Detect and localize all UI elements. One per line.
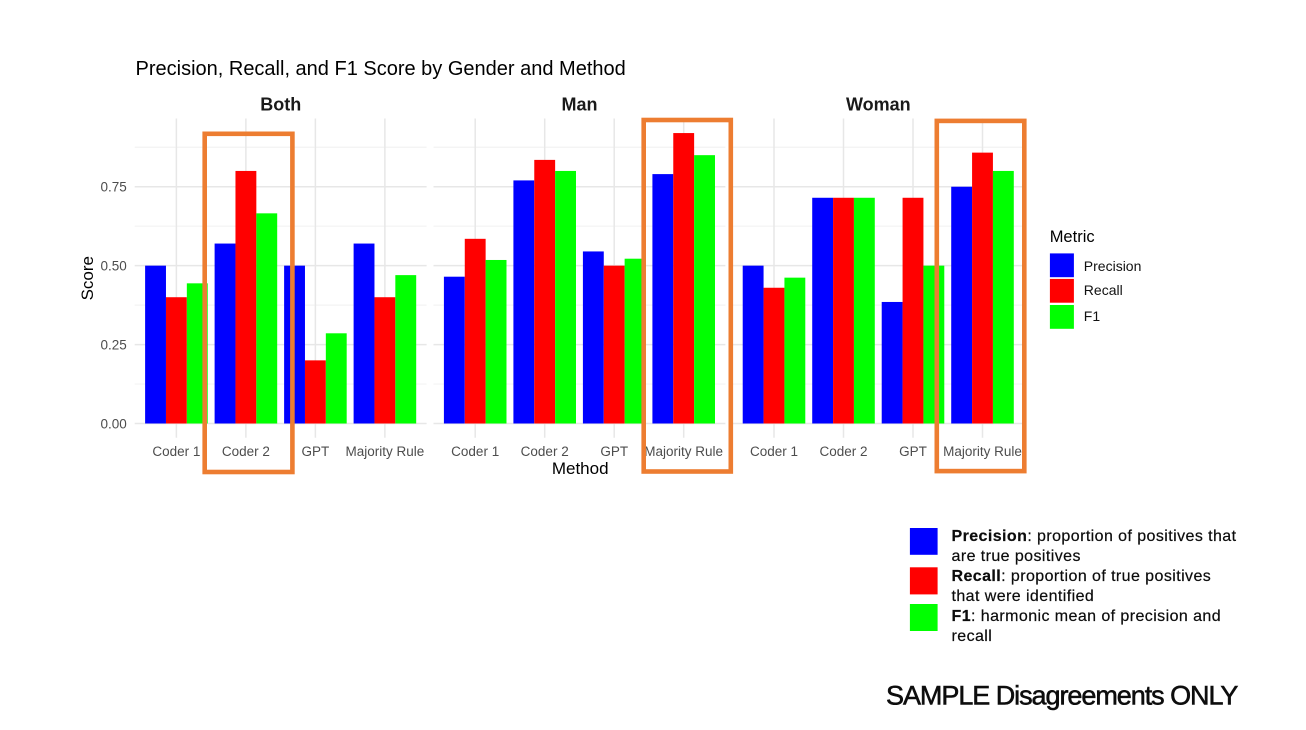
svg-text:Coder 2: Coder 2 [521, 444, 569, 459]
svg-text:0.75: 0.75 [101, 180, 127, 195]
svg-text:F1: harmonic mean of precision: F1: harmonic mean of precision and [952, 608, 1222, 625]
svg-text:F1: F1 [1084, 308, 1101, 324]
svg-text:Man: Man [562, 95, 598, 115]
svg-text:GPT: GPT [302, 444, 330, 459]
svg-text:Precision, Recall, and F1 Scor: Precision, Recall, and F1 Score by Gende… [136, 58, 626, 80]
svg-text:Recall: Recall [1084, 282, 1123, 298]
svg-text:Coder 1: Coder 1 [451, 444, 499, 459]
svg-text:Coder 2: Coder 2 [819, 444, 867, 459]
svg-text:0.50: 0.50 [101, 259, 127, 274]
svg-text:Majority Rule: Majority Rule [943, 444, 1022, 459]
svg-text:Method: Method [552, 459, 609, 478]
svg-text:GPT: GPT [600, 444, 628, 459]
svg-text:are true positives: are true positives [952, 548, 1081, 565]
svg-text:0.25: 0.25 [101, 338, 127, 353]
svg-text:Both: Both [260, 95, 301, 115]
svg-text:GPT: GPT [899, 444, 927, 459]
svg-text:SAMPLE Disagreements ONLY: SAMPLE Disagreements ONLY [886, 680, 1238, 710]
svg-text:Metric: Metric [1050, 228, 1095, 246]
svg-text:Majority Rule: Majority Rule [346, 444, 425, 459]
svg-text:Recall: proportion of true pos: Recall: proportion of true positives [952, 568, 1212, 585]
svg-text:Precision: proportion of posit: Precision: proportion of positives that [952, 528, 1237, 545]
svg-text:0.00: 0.00 [101, 416, 127, 431]
svg-text:Coder 2: Coder 2 [222, 444, 270, 459]
svg-text:Majority Rule: Majority Rule [644, 444, 723, 459]
svg-text:Woman: Woman [846, 95, 911, 115]
svg-text:Coder 1: Coder 1 [152, 444, 200, 459]
svg-text:Precision: Precision [1084, 258, 1142, 274]
svg-text:Coder 1: Coder 1 [750, 444, 798, 459]
svg-text:Score: Score [78, 256, 97, 300]
svg-text:that were identified: that were identified [952, 588, 1095, 605]
svg-text:recall: recall [952, 628, 993, 645]
